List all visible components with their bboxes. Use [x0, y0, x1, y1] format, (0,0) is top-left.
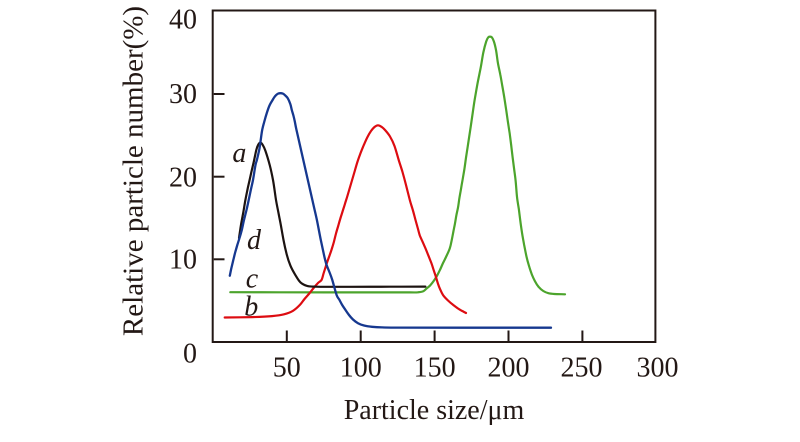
svg-text:250: 250 — [561, 353, 603, 384]
svg-text:b: b — [244, 292, 258, 323]
svg-text:30: 30 — [169, 79, 197, 110]
svg-text:100: 100 — [340, 353, 382, 384]
svg-text:Relative particle number(%): Relative particle number(%) — [118, 6, 150, 336]
svg-text:20: 20 — [169, 162, 197, 193]
svg-text:d: d — [247, 225, 262, 256]
svg-text:a: a — [232, 138, 246, 169]
svg-text:0: 0 — [183, 338, 197, 369]
svg-text:10: 10 — [169, 244, 197, 275]
svg-text:50: 50 — [273, 353, 301, 384]
svg-text:c: c — [246, 264, 259, 295]
svg-text:300: 300 — [637, 353, 679, 384]
svg-text:Particle size/μm: Particle size/μm — [344, 395, 525, 426]
svg-text:200: 200 — [488, 353, 530, 384]
svg-text:40: 40 — [169, 4, 197, 35]
svg-text:150: 150 — [414, 353, 456, 384]
